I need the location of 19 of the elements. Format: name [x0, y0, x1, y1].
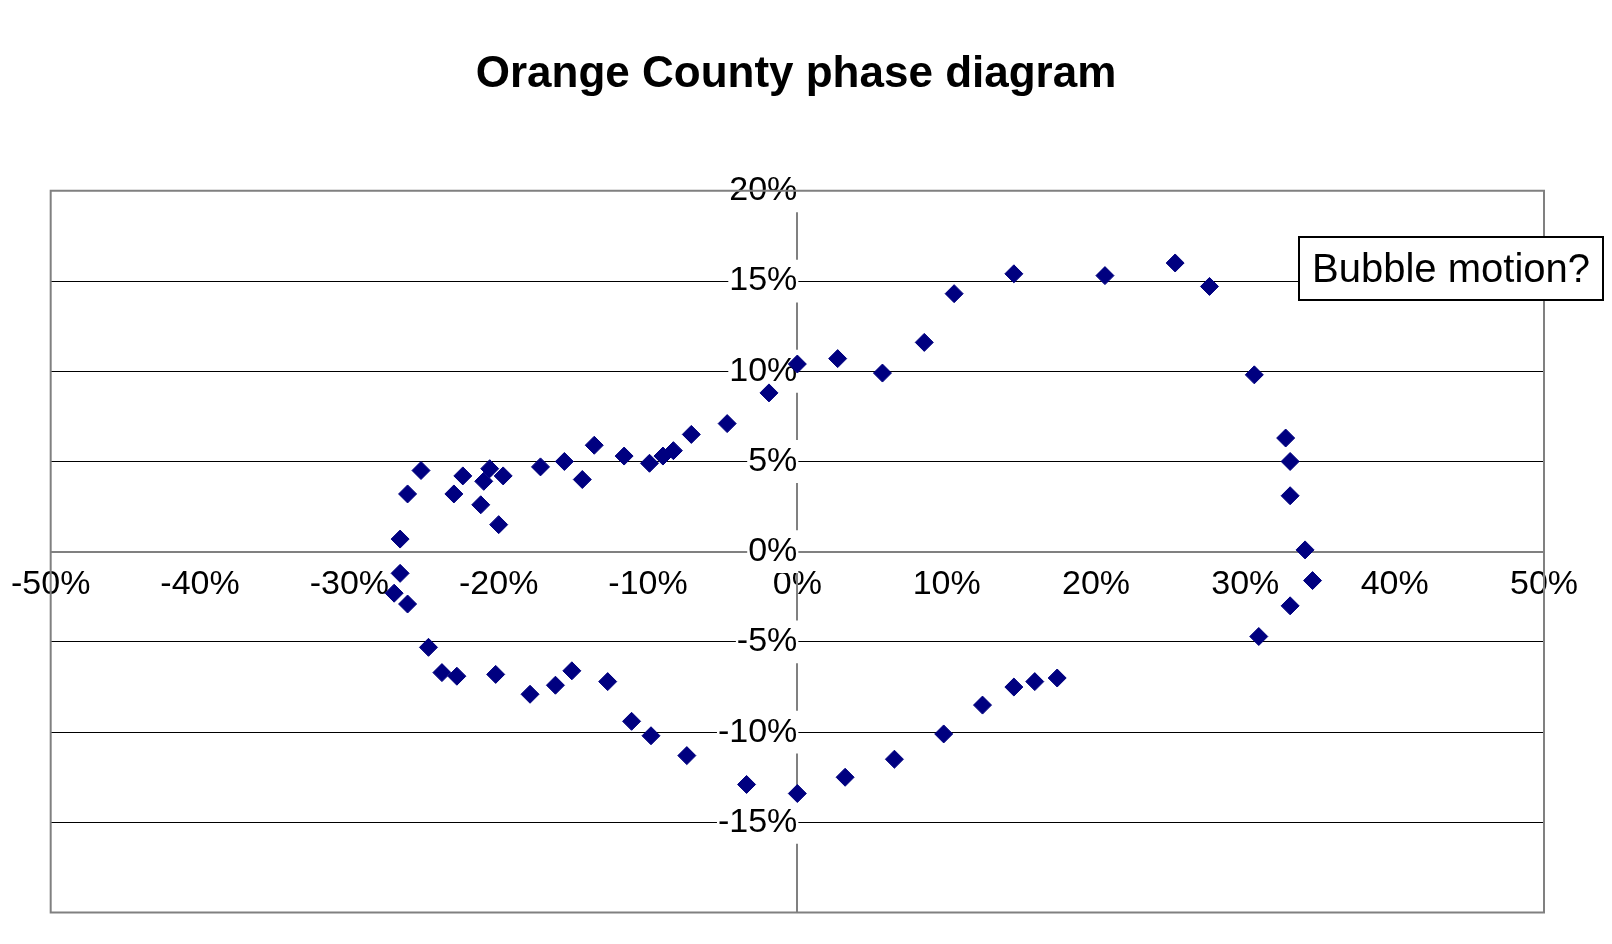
x-tick-label: 10% — [912, 563, 981, 602]
chart-title: Orange County phase diagram — [475, 46, 1117, 96]
x-tick-label: 40% — [1360, 563, 1429, 602]
x-tick-label: 20% — [1061, 563, 1131, 602]
x-tick-label: 30% — [1211, 563, 1280, 602]
y-tick-label: 20% — [729, 169, 798, 208]
y-tick-label: -5% — [736, 620, 798, 659]
y-tick-label: 0% — [748, 530, 798, 569]
y-tick-label: 10% — [729, 349, 798, 388]
annotation: Bubble motion? — [1298, 236, 1604, 301]
y-tick-label: 15% — [729, 259, 798, 298]
x-tick-label: -20% — [458, 563, 539, 602]
y-tick-label: -15% — [717, 800, 798, 839]
x-tick-label: -10% — [608, 563, 688, 602]
y-tick-label: -10% — [717, 710, 798, 749]
x-tick-label: -30% — [309, 563, 390, 602]
y-tick-label: 5% — [748, 439, 798, 478]
x-tick-label: -40% — [160, 563, 240, 602]
x-tick-label: -50% — [11, 563, 91, 602]
